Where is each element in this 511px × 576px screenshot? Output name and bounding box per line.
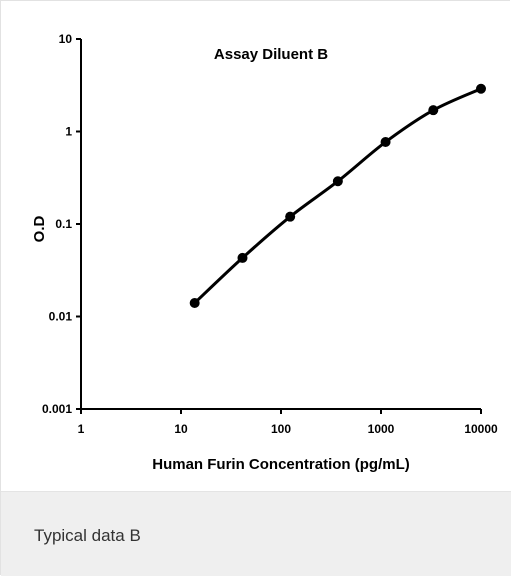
data-point bbox=[332, 176, 343, 187]
caption-text: Typical data B bbox=[34, 526, 141, 545]
series-line bbox=[193, 87, 482, 305]
x-tick-label: 10 bbox=[174, 422, 188, 436]
data-point bbox=[476, 83, 486, 94]
data-point bbox=[428, 105, 439, 116]
data-point bbox=[189, 297, 200, 308]
chart-title: Assay Diluent B bbox=[214, 46, 328, 63]
chart-area: Assay Diluent B Human Furin Concentratio… bbox=[1, 1, 511, 491]
x-tick-label: 100 bbox=[271, 422, 291, 436]
y-axis-title: O.D bbox=[31, 216, 48, 243]
caption-bar: Typical data B bbox=[1, 491, 511, 576]
x-tick-label: 10000 bbox=[464, 422, 498, 436]
y-tick-label: 0.001 bbox=[42, 402, 72, 416]
x-axis-title: Human Furin Concentration (pg/mL) bbox=[152, 456, 409, 473]
data-point bbox=[380, 136, 391, 147]
x-tick-label: 1000 bbox=[368, 422, 395, 436]
x-tick-label: 1 bbox=[78, 422, 85, 436]
chart-svg: Assay Diluent B Human Furin Concentratio… bbox=[31, 32, 498, 473]
data-point bbox=[285, 211, 296, 222]
y-tick-label: 10 bbox=[59, 32, 73, 46]
y-tick-label: 1 bbox=[65, 125, 72, 139]
y-tick-label: 0.01 bbox=[49, 310, 73, 324]
data-point bbox=[237, 252, 248, 263]
y-tick-label: 0.1 bbox=[55, 217, 72, 231]
